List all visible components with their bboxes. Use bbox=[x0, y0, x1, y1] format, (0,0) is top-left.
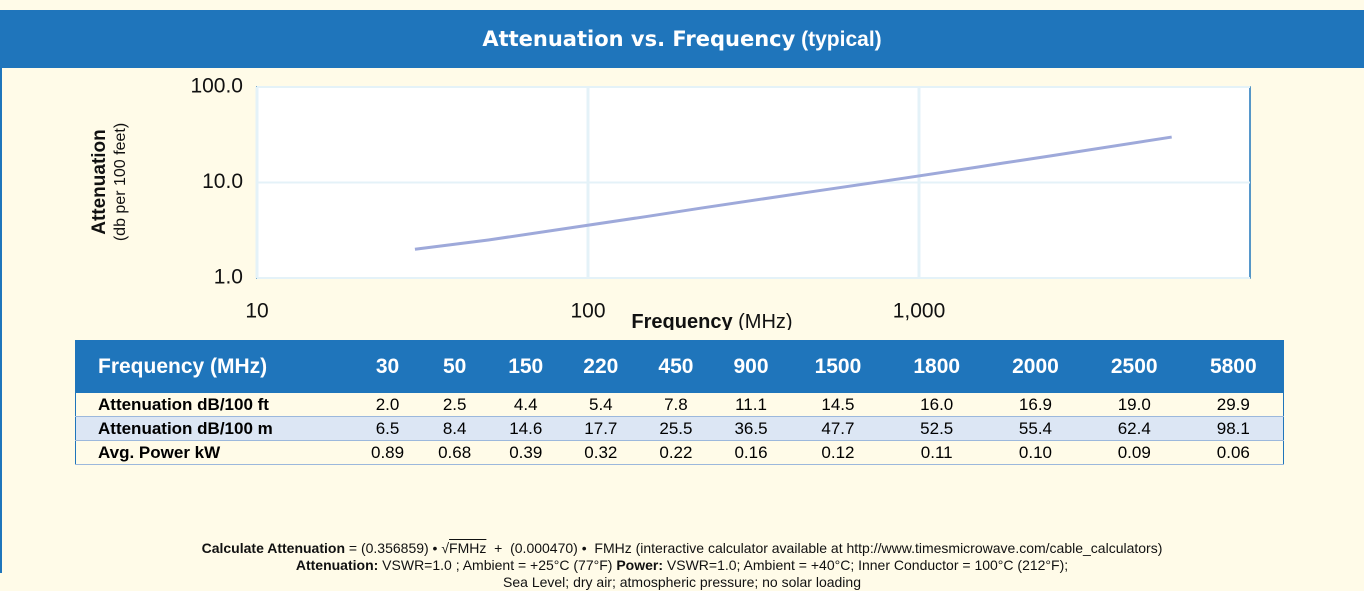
frame bbox=[0, 10, 1364, 573]
table-row: Attenuation dB/100 ft 2.0 2.5 4.4 5.4 7.8 11.1… bbox=[75, 393, 1284, 417]
y-tick-label: 100.0 bbox=[190, 75, 243, 98]
value-cell: 0.68 bbox=[421, 440, 489, 465]
header-cell: 450 bbox=[638, 340, 714, 393]
value-cell: 0.16 bbox=[713, 440, 789, 465]
title-main: Attenuation vs. Frequency bbox=[482, 27, 795, 51]
value-cell: 16.9 bbox=[986, 393, 1085, 417]
value-cell: 47.7 bbox=[788, 416, 888, 441]
title-suffix: (typical) bbox=[801, 28, 882, 51]
value-cell: 0.11 bbox=[887, 440, 987, 465]
page: Attenuation vs. Frequency (typical) Atte… bbox=[0, 10, 1364, 590]
header-cell: 220 bbox=[563, 340, 639, 393]
y-axis-label: Attenuation bbox=[89, 129, 110, 235]
footer-text: Power: bbox=[616, 557, 664, 573]
value-cell: 52.5 bbox=[887, 416, 987, 441]
x-axis-label-main: Frequency bbox=[631, 311, 733, 330]
value-cell: 25.5 bbox=[638, 416, 714, 441]
value-cell: 0.10 bbox=[986, 440, 1085, 465]
y-tick-label: 1.0 bbox=[214, 266, 243, 289]
value-cell: 0.39 bbox=[488, 440, 564, 465]
value-cell: 11.1 bbox=[713, 393, 789, 417]
x-tick-label: 1,000 bbox=[893, 300, 946, 323]
footer-text: + (0.000470) • FMHz (interactive calcula… bbox=[486, 540, 1163, 556]
value-cell: 98.1 bbox=[1183, 416, 1284, 441]
footer-line: Sea Level; dry air; atmospheric pressure… bbox=[0, 574, 1364, 591]
value-cell: 19.0 bbox=[1084, 393, 1184, 417]
footer-line: Attenuation: VSWR=1.0 ; Ambient = +25°C … bbox=[0, 557, 1364, 574]
value-cell: 36.5 bbox=[713, 416, 789, 441]
row-label: Attenuation dB/100 m bbox=[75, 416, 354, 441]
value-cell: 14.6 bbox=[488, 416, 564, 441]
value-cell: 5.4 bbox=[563, 393, 639, 417]
footer: Calculate Attenuation = (0.356859) • √FM… bbox=[0, 540, 1364, 591]
footer-text: Attenuation: bbox=[295, 557, 379, 573]
y-tick-label: 10.0 bbox=[202, 170, 243, 193]
value-cell: 2.5 bbox=[421, 393, 489, 417]
value-cell: 29.9 bbox=[1183, 393, 1284, 417]
x-tick-label: 10 bbox=[245, 300, 268, 323]
value-cell: 14.5 bbox=[788, 393, 888, 417]
value-cell: 6.5 bbox=[354, 416, 422, 441]
x-tick-label: 100 bbox=[570, 300, 605, 323]
value-cell: 17.7 bbox=[563, 416, 639, 441]
footer-text: VSWR=1.0; Ambient = +40°C; Inner Conduct… bbox=[663, 557, 1069, 573]
y-axis-sublabel: (db per 100 feet) bbox=[112, 123, 129, 241]
header-cell: 2000 bbox=[986, 340, 1085, 393]
footer-text: FMHz bbox=[449, 540, 487, 556]
value-cell: 8.4 bbox=[421, 416, 489, 441]
header-cell: 900 bbox=[713, 340, 789, 393]
row-label: Attenuation dB/100 ft bbox=[75, 393, 354, 417]
value-cell: 0.12 bbox=[788, 440, 888, 465]
data-line bbox=[414, 135, 1172, 251]
header-cell: 30 bbox=[354, 340, 422, 393]
header-cell: 2500 bbox=[1084, 340, 1184, 393]
header-cell: 1500 bbox=[788, 340, 888, 393]
value-cell: 0.89 bbox=[354, 440, 422, 465]
value-cell: 55.4 bbox=[986, 416, 1085, 441]
footer-text: VSWR=1.0 ; Ambient = +25°C (77°F) bbox=[378, 557, 617, 573]
x-axis-label-sub: (MHz) bbox=[738, 311, 792, 330]
footer-line: Calculate Attenuation = (0.356859) • √FM… bbox=[0, 540, 1364, 557]
value-cell: 0.32 bbox=[563, 440, 639, 465]
header-cell: 150 bbox=[488, 340, 564, 393]
value-cell: 16.0 bbox=[887, 393, 987, 417]
value-cell: 0.22 bbox=[638, 440, 714, 465]
value-cell: 2.0 bbox=[354, 393, 422, 417]
value-cell: 0.09 bbox=[1084, 440, 1184, 465]
header-cell: Frequency (MHz) bbox=[75, 340, 354, 393]
header-cell: 50 bbox=[421, 340, 489, 393]
header-cell: 5800 bbox=[1183, 340, 1284, 393]
value-cell: 7.8 bbox=[638, 393, 714, 417]
header-row: Frequency (MHz) 30 50 150 220 450 900 1500 1800 2… bbox=[75, 340, 1284, 393]
value-cell: 0.06 bbox=[1183, 440, 1284, 465]
table-row: Avg. Power kW 0.89 0.68 0.39 0.32 0.22 0.16 0.1… bbox=[75, 440, 1284, 465]
chart-title: Attenuation vs. Frequency (typical) bbox=[482, 27, 881, 51]
value-cell: 62.4 bbox=[1084, 416, 1184, 441]
spec-table: Frequency (MHz) 30 50 150 220 450 900 1500 1800 2… bbox=[75, 340, 1284, 465]
footer-text: Sea Level; dry air; atmospheric pressure… bbox=[503, 574, 861, 590]
table-row: Attenuation dB/100 m 6.5 8.4 14.6 17.7 25.5 36… bbox=[75, 416, 1284, 441]
x-axis-label: Frequency (MHz) bbox=[631, 311, 792, 330]
footer-text: Calculate Attenuation bbox=[201, 540, 345, 556]
row-label: Avg. Power kW bbox=[75, 440, 354, 465]
chart: Attenuation vs. Frequency (typical) Atte… bbox=[2, 10, 1364, 330]
title-bar bbox=[2, 10, 1364, 68]
footer-text: = (0.356859) • √ bbox=[345, 540, 450, 556]
value-cell: 4.4 bbox=[488, 393, 564, 417]
header-cell: 1800 bbox=[887, 340, 987, 393]
